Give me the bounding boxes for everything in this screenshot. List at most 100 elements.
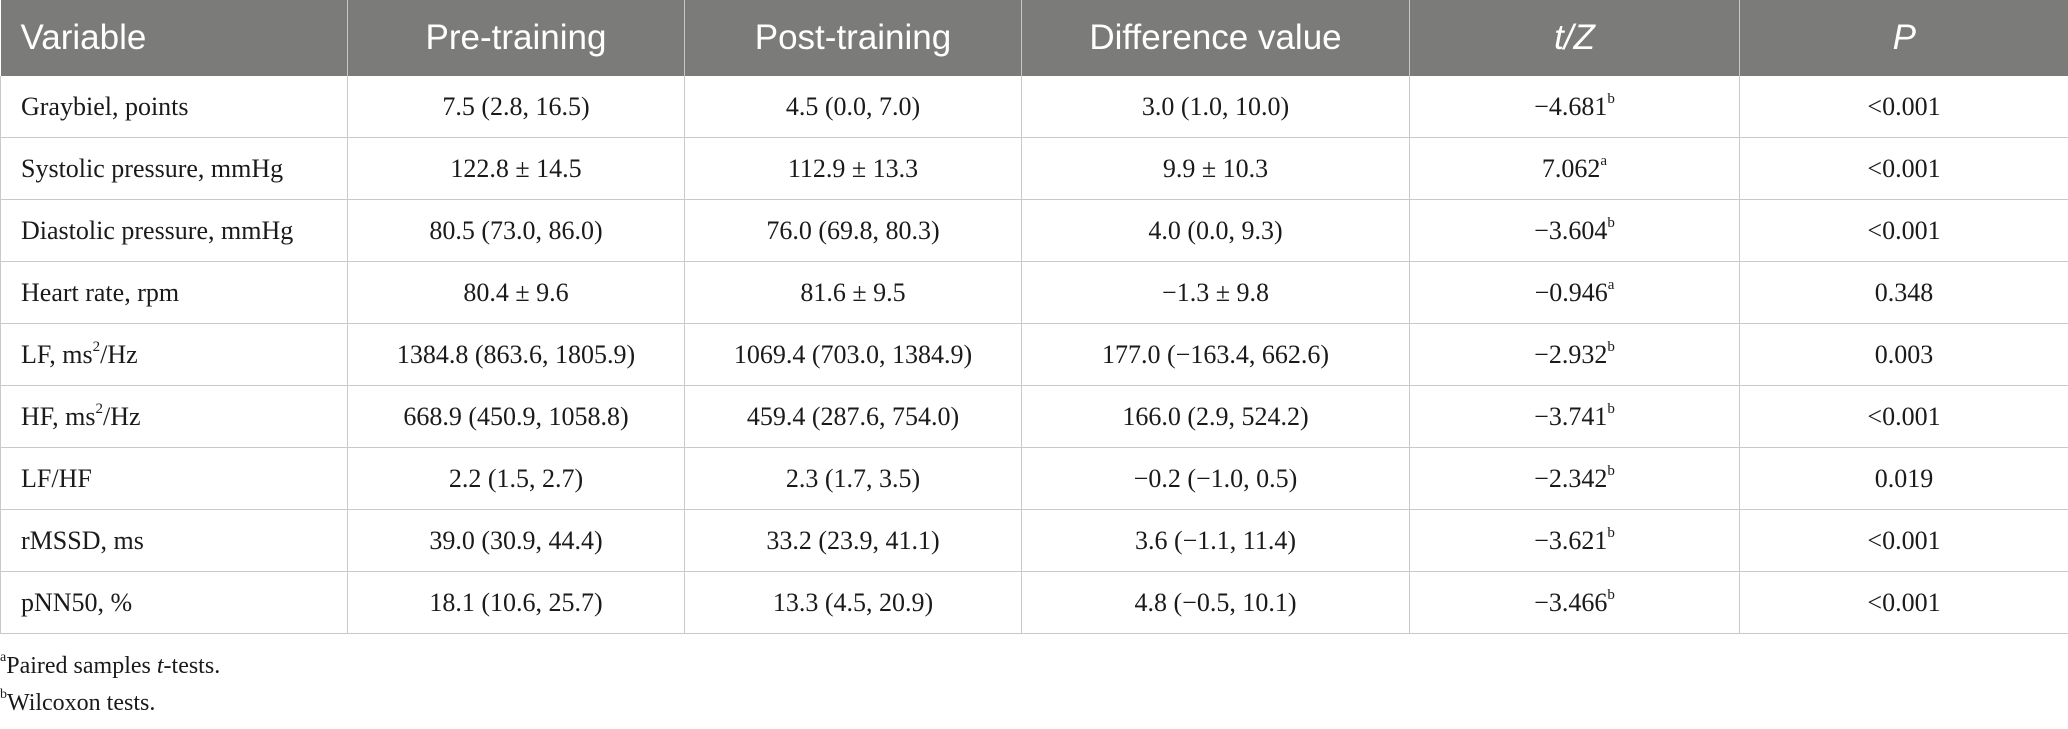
cell-p-value: 0.019: [1739, 447, 2068, 510]
cell-post-training: 1069.4 (703.0, 1384.9): [684, 323, 1022, 386]
table-header: Variable Pre-training Post-training Diff…: [0, 0, 2068, 76]
footnote: aPaired samples t-tests.: [0, 648, 220, 685]
stat-value: 7.062: [1541, 153, 1601, 183]
cell-variable: Diastolic pressure, mmHg: [0, 199, 348, 262]
stat-value: −3.621: [1534, 525, 1608, 555]
cell-variable: Graybiel, points: [0, 76, 348, 138]
cell-t-z: −4.681b: [1409, 76, 1740, 138]
header-p: P: [1739, 0, 2068, 76]
unit-superscript: 2: [95, 400, 104, 417]
cell-post-training: 4.5 (0.0, 7.0): [684, 76, 1022, 138]
variable-name: LF, ms: [21, 339, 93, 369]
test-marker: b: [1607, 338, 1615, 355]
cell-p-value: <0.001: [1739, 571, 2068, 634]
cell-difference-value: 166.0 (2.9, 524.2): [1021, 385, 1410, 448]
header-row: Variable Pre-training Post-training Diff…: [0, 0, 2068, 76]
cell-pre-training: 2.2 (1.5, 2.7): [347, 447, 685, 510]
cell-post-training: 2.3 (1.7, 3.5): [684, 447, 1022, 510]
unit-superscript: 2: [92, 338, 101, 355]
cell-post-training: 13.3 (4.5, 20.9): [684, 571, 1022, 634]
cell-variable: HF, ms2/Hz: [0, 385, 348, 448]
stat-value: −0.946: [1534, 277, 1608, 307]
cell-t-z: −3.604b: [1409, 199, 1740, 262]
cell-pre-training: 7.5 (2.8, 16.5): [347, 76, 685, 138]
cell-pre-training: 1384.8 (863.6, 1805.9): [347, 323, 685, 386]
cell-variable: rMSSD, ms: [0, 509, 348, 572]
footnote-text: Paired samples: [6, 653, 157, 679]
variable-name: HF, ms: [21, 401, 96, 431]
header-pre-training: Pre-training: [347, 0, 685, 76]
cell-t-z: −2.932b: [1409, 323, 1740, 386]
unit-suffix: /Hz: [100, 339, 138, 369]
cell-difference-value: 3.0 (1.0, 10.0): [1021, 76, 1410, 138]
cell-t-z: −3.466b: [1409, 571, 1740, 634]
test-marker: b: [1607, 90, 1615, 107]
cell-variable: LF, ms2/Hz: [0, 323, 348, 386]
stat-value: −3.466: [1534, 587, 1608, 617]
test-marker: b: [1607, 462, 1615, 479]
test-marker: b: [1607, 586, 1615, 603]
footnote-marker: a: [0, 650, 7, 665]
header-variable: Variable: [0, 0, 348, 76]
cell-pre-training: 668.9 (450.9, 1058.8): [347, 385, 685, 448]
cell-variable: pNN50, %: [0, 571, 348, 634]
cell-p-value: <0.001: [1739, 199, 2068, 262]
cell-post-training: 33.2 (23.9, 41.1): [684, 509, 1022, 572]
cell-post-training: 76.0 (69.8, 80.3): [684, 199, 1022, 262]
cell-p-value: 0.348: [1739, 261, 2068, 324]
table-row: pNN50, % 18.1 (10.6, 25.7) 13.3 (4.5, 20.9…: [0, 571, 2068, 634]
test-marker: b: [1607, 524, 1615, 541]
cell-t-z: −0.946a: [1409, 261, 1740, 324]
variable-name: pNN50, %: [21, 587, 133, 617]
unit-suffix: /Hz: [103, 401, 141, 431]
cell-variable: Systolic pressure, mmHg: [0, 137, 348, 200]
cell-variable: LF/HF: [0, 447, 348, 510]
results-table: Variable Pre-training Post-training Diff…: [0, 0, 2068, 634]
footnote: bWilcoxon tests.: [0, 685, 220, 722]
table-footnotes: aPaired samples t-tests. bWilcoxon tests.: [0, 648, 220, 722]
cell-post-training: 112.9 ± 13.3: [684, 137, 1022, 200]
header-t-z: t/Z: [1409, 0, 1740, 76]
footnote-marker: b: [0, 687, 7, 702]
test-marker: b: [1607, 214, 1615, 231]
results-table-container: Variable Pre-training Post-training Diff…: [0, 0, 2068, 634]
footnote-text-end: -tests.: [163, 653, 221, 679]
cell-t-z: −2.342b: [1409, 447, 1740, 510]
cell-pre-training: 122.8 ± 14.5: [347, 137, 685, 200]
cell-t-z: −3.621b: [1409, 509, 1740, 572]
cell-difference-value: −0.2 (−1.0, 0.5): [1021, 447, 1410, 510]
test-marker: b: [1607, 400, 1615, 417]
header-difference-value: Difference value: [1021, 0, 1410, 76]
cell-difference-value: 9.9 ± 10.3: [1021, 137, 1410, 200]
cell-variable: Heart rate, rpm: [0, 261, 348, 324]
stat-value: −2.342: [1534, 463, 1608, 493]
cell-pre-training: 80.4 ± 9.6: [347, 261, 685, 324]
table-row: Graybiel, points 7.5 (2.8, 16.5) 4.5 (0.0,…: [0, 76, 2068, 138]
cell-difference-value: 177.0 (−163.4, 662.6): [1021, 323, 1410, 386]
cell-p-value: <0.001: [1739, 385, 2068, 448]
cell-difference-value: 4.8 (−0.5, 10.1): [1021, 571, 1410, 634]
variable-name: Diastolic pressure, mmHg: [21, 215, 294, 245]
header-post-training: Post-training: [684, 0, 1022, 76]
variable-name: Heart rate, rpm: [21, 277, 180, 307]
cell-p-value: <0.001: [1739, 509, 2068, 572]
cell-post-training: 81.6 ± 9.5: [684, 261, 1022, 324]
stat-value: −3.604: [1534, 215, 1608, 245]
variable-name: Systolic pressure, mmHg: [21, 153, 284, 183]
cell-p-value: <0.001: [1739, 76, 2068, 138]
cell-post-training: 459.4 (287.6, 754.0): [684, 385, 1022, 448]
cell-p-value: <0.001: [1739, 137, 2068, 200]
table-row: HF, ms2/Hz 668.9 (450.9, 1058.8) 459.4 (28…: [0, 385, 2068, 448]
cell-pre-training: 39.0 (30.9, 44.4): [347, 509, 685, 572]
footnote-italic: t: [156, 653, 164, 679]
stat-value: −2.932: [1534, 339, 1608, 369]
table-row: Systolic pressure, mmHg 122.8 ± 14.5 112.9…: [0, 137, 2068, 200]
table-row: Heart rate, rpm 80.4 ± 9.6 81.6 ± 9.5 −1.3 …: [0, 261, 2068, 324]
cell-t-z: −3.741b: [1409, 385, 1740, 448]
cell-pre-training: 80.5 (73.0, 86.0): [347, 199, 685, 262]
variable-name: rMSSD, ms: [21, 525, 144, 555]
table-body: Graybiel, points 7.5 (2.8, 16.5) 4.5 (0.0,…: [0, 76, 2068, 634]
cell-difference-value: −1.3 ± 9.8: [1021, 261, 1410, 324]
cell-p-value: 0.003: [1739, 323, 2068, 386]
cell-t-z: 7.062a: [1409, 137, 1740, 200]
